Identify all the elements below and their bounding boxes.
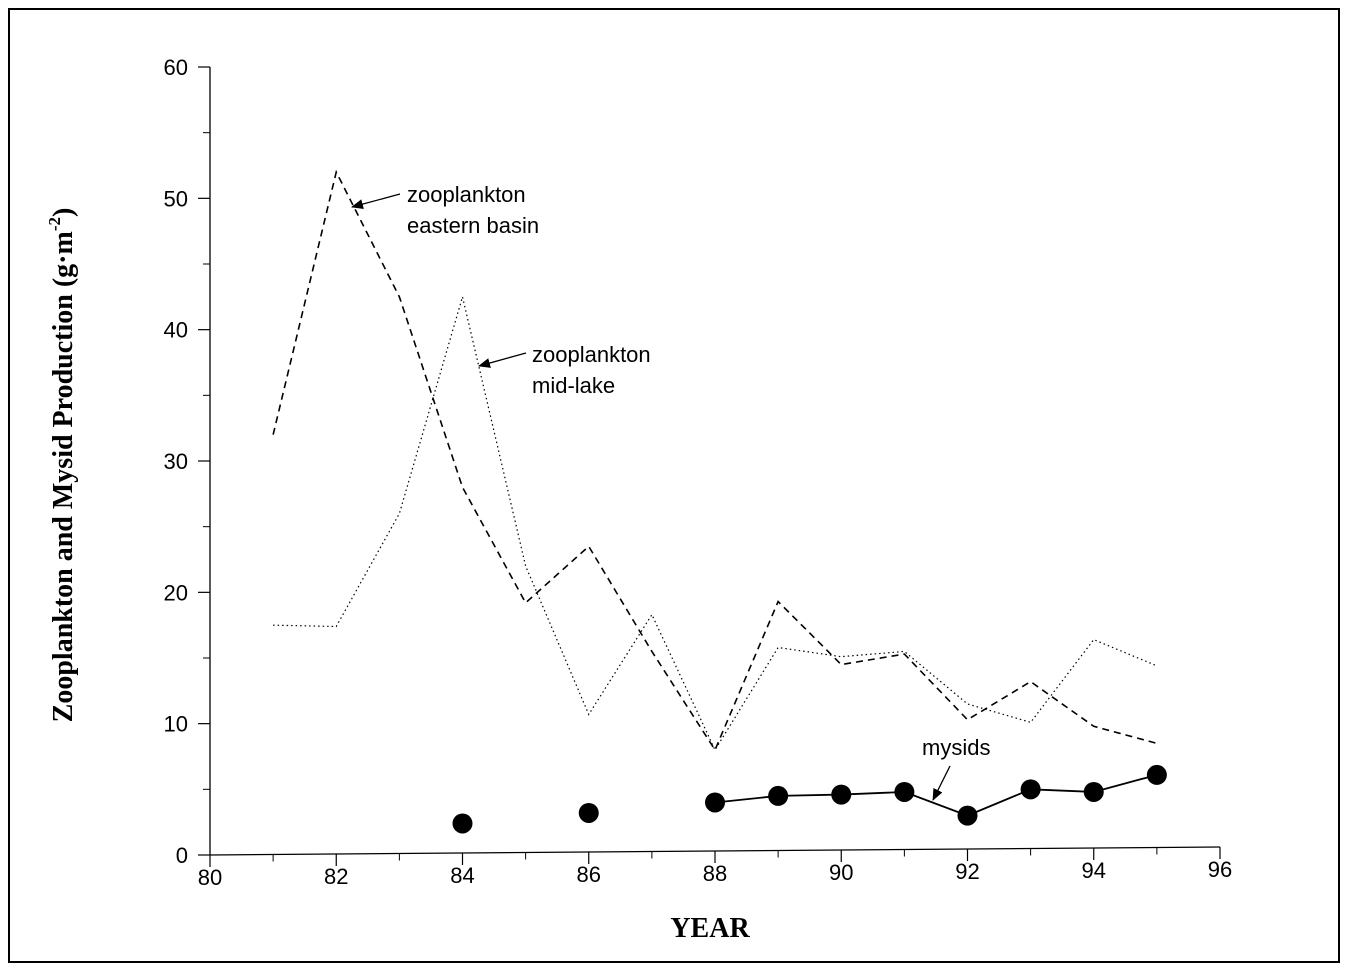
x-tick-label: 90 bbox=[829, 860, 853, 885]
annotation-arrow-zooplankton-mid-lake bbox=[478, 352, 527, 368]
x-tick-label: 88 bbox=[703, 861, 727, 886]
annotation-arrow-mysids bbox=[932, 765, 951, 801]
annotation-label-zooplankton-eastern-basin: zooplankton bbox=[407, 182, 526, 207]
series-line-zooplankton-eastern-basin bbox=[272, 169, 1158, 752]
y-tick-label: 40 bbox=[164, 318, 188, 343]
y-tick-label: 0 bbox=[176, 843, 188, 868]
annotation-arrow-zooplankton-eastern-basin bbox=[351, 193, 401, 209]
annotation-layer: zooplankton eastern basin zooplankton mid-l… bbox=[351, 182, 990, 801]
figure-frame bbox=[8, 8, 1340, 963]
y-tick-label: 30 bbox=[164, 449, 188, 474]
data-point-mysids bbox=[1020, 779, 1041, 800]
series-layer bbox=[272, 169, 1167, 834]
x-tick-label: 92 bbox=[955, 859, 979, 884]
annotation-label-zooplankton-mid-lake: mid-lake bbox=[532, 373, 615, 398]
y-tick-label: 50 bbox=[164, 186, 188, 211]
data-point-mysids bbox=[578, 802, 599, 823]
y-axis-title: Zooplankton and Mysid Production (g·m-2) bbox=[45, 208, 79, 723]
x-tick-label: 80 bbox=[198, 865, 222, 890]
data-point-mysids bbox=[705, 792, 725, 813]
data-point-mysids bbox=[831, 784, 852, 805]
x-tick-label: 94 bbox=[1082, 858, 1106, 883]
x-tick-label: 86 bbox=[577, 862, 601, 887]
y-tick-label: 60 bbox=[164, 55, 188, 80]
axes: 0 10 20 30 40 50 60 80 82 84 86 88 90 92 94 96 bbox=[164, 55, 1233, 890]
x-axis-title: YEAR bbox=[670, 913, 750, 944]
data-point-mysids bbox=[1146, 764, 1167, 785]
data-point-mysids bbox=[452, 813, 473, 834]
y-tick-label: 20 bbox=[164, 580, 188, 605]
x-tick-label: 96 bbox=[1208, 857, 1232, 882]
series-line-mysids bbox=[714, 774, 1158, 817]
annotation-label-zooplankton-mid-lake: zooplankton bbox=[532, 342, 651, 367]
annotation-label-zooplankton-eastern-basin: eastern basin bbox=[407, 213, 539, 238]
series-line-zooplankton-mid-lake bbox=[273, 294, 1158, 752]
data-point-mysids bbox=[957, 805, 978, 826]
annotation-label-mysids: mysids bbox=[922, 735, 990, 760]
data-point-mysids bbox=[1083, 781, 1104, 802]
data-point-mysids bbox=[768, 785, 789, 806]
x-tick-label: 82 bbox=[324, 864, 348, 889]
x-tick-label: 84 bbox=[450, 863, 474, 888]
y-tick-label: 10 bbox=[164, 712, 188, 737]
data-point-mysids bbox=[894, 781, 915, 802]
